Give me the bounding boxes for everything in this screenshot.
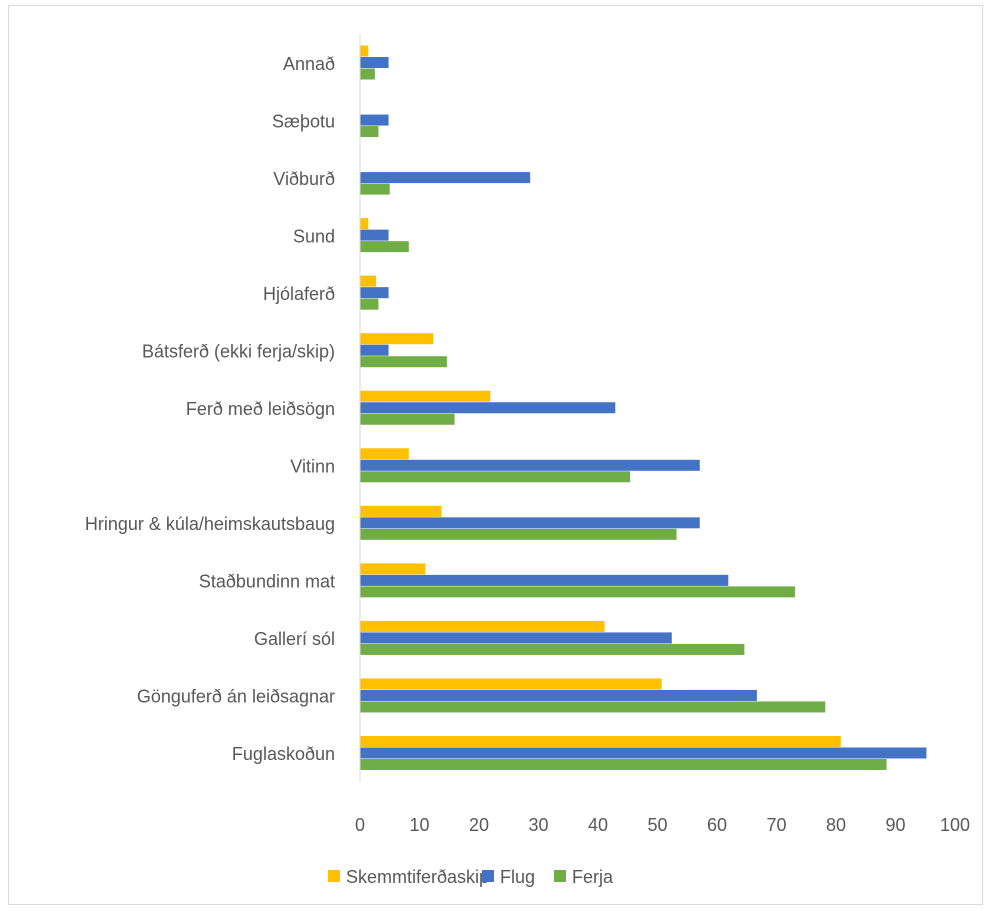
category-label: Gallerí sól (254, 629, 335, 649)
bar-flug (360, 459, 700, 471)
bar-flug (360, 229, 389, 241)
category-label: Hjólaferð (263, 284, 335, 304)
bar-ferja (360, 471, 631, 483)
bar-skemmtiferðaskip (360, 218, 369, 230)
category-label: Ferð með leiðsögn (186, 399, 335, 419)
bar-ferja (360, 241, 409, 253)
bar-flug (360, 344, 389, 356)
bar-skemmtiferðaskip (360, 678, 662, 690)
category-label: Fuglaskoðun (232, 744, 335, 764)
bar-ferja (360, 528, 677, 540)
bar-ferja (360, 701, 826, 713)
bar-flug (360, 57, 389, 69)
bar-skemmtiferðaskip (360, 563, 426, 575)
category-label: Hringur & kúla/heimskautsbaug (85, 514, 335, 534)
bar-skemmtiferðaskip (360, 735, 841, 747)
category-label: Viðburð (273, 169, 335, 189)
x-tick-label: 0 (355, 815, 365, 835)
bar-skemmtiferðaskip (360, 333, 434, 345)
bar-ferja (360, 586, 795, 598)
x-tick-label: 10 (409, 815, 429, 835)
bar-ferja (360, 758, 887, 770)
bar-ferja (360, 68, 375, 80)
x-tick-label: 90 (885, 815, 905, 835)
x-tick-label: 70 (766, 815, 786, 835)
category-label: Gönguferð án leiðsagnar (137, 687, 335, 707)
bar-flug (360, 747, 927, 759)
category-label: Bátsferð (ekki ferja/skip) (142, 341, 335, 361)
category-label: Staðbundinn mat (199, 572, 335, 592)
bar-flug (360, 632, 672, 644)
bar-ferja (360, 298, 379, 310)
legend-label: Ferja (572, 867, 614, 887)
bar-flug (360, 287, 389, 299)
x-tick-label: 50 (647, 815, 667, 835)
bar-skemmtiferðaskip (360, 505, 442, 517)
bar-ferja (360, 643, 745, 655)
bar-flug (360, 574, 729, 586)
bar-flug (360, 689, 757, 701)
bar-flug (360, 172, 531, 184)
legend: Skemmtiferðaskip Flug Ferja (328, 867, 614, 887)
bar-ferja (360, 183, 390, 195)
bar-flug (360, 114, 389, 126)
bar-skemmtiferðaskip (360, 275, 377, 287)
x-tick-label: 40 (588, 815, 608, 835)
x-tick-label: 30 (528, 815, 548, 835)
legend-label: Skemmtiferðaskip (346, 867, 489, 887)
bar-skemmtiferðaskip (360, 45, 369, 57)
bar-skemmtiferðaskip (360, 390, 491, 402)
category-label: Annað (283, 54, 335, 74)
category-label: Vitinn (290, 457, 335, 477)
x-tick-labels: 0 10 20 30 40 50 60 70 80 90 100 (355, 815, 970, 835)
x-tick-label: 100 (940, 815, 970, 835)
bar-flug (360, 517, 700, 529)
legend-swatch-skemmtiferðaskip (328, 870, 340, 882)
category-label: Sund (293, 226, 335, 246)
bar-ferja (360, 413, 455, 425)
category-label: Sæþotu (272, 111, 335, 131)
bars (360, 45, 927, 770)
x-tick-label: 80 (826, 815, 846, 835)
category-labels: Annað Sæþotu Viðburð Sund Hjólaferð Bátsferð … (85, 54, 335, 764)
x-tick-label: 20 (469, 815, 489, 835)
bar-ferja (360, 126, 379, 138)
bar-skemmtiferðaskip (360, 448, 409, 460)
legend-swatch-ferja (554, 870, 566, 882)
bar-flug (360, 402, 616, 414)
bar-ferja (360, 356, 447, 368)
legend-label: Flug (500, 867, 535, 887)
x-tick-label: 60 (707, 815, 727, 835)
legend-swatch-flug (482, 870, 494, 882)
bar-skemmtiferðaskip (360, 620, 605, 632)
